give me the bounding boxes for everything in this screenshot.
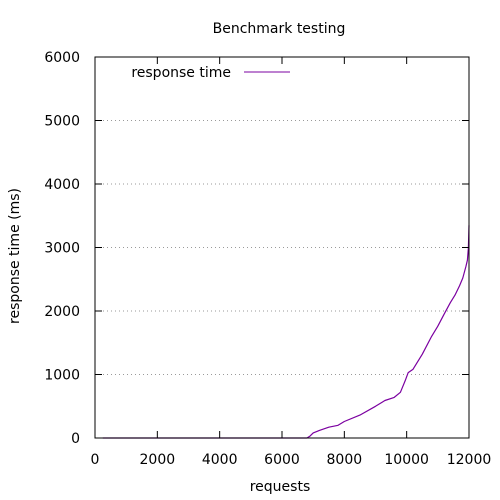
x-tick-label: 8000 bbox=[327, 452, 363, 468]
x-tick-label: 10000 bbox=[384, 452, 429, 468]
x-tick-label: 6000 bbox=[264, 452, 300, 468]
y-tick-label: 2000 bbox=[44, 304, 80, 320]
y-axis-title: response time (ms) bbox=[7, 188, 23, 324]
x-tick-label: 2000 bbox=[140, 452, 176, 468]
series-line-response-time bbox=[102, 225, 470, 439]
x-axis-title: requests bbox=[250, 479, 311, 495]
x-tick-label: 4000 bbox=[202, 452, 238, 468]
y-tick-label: 3000 bbox=[44, 241, 80, 257]
grid-lines bbox=[95, 120, 469, 375]
legend-label: response time bbox=[131, 65, 231, 81]
y-tick-label: 0 bbox=[71, 431, 80, 447]
y-tick-label: 5000 bbox=[44, 114, 80, 130]
y-tick-label: 1000 bbox=[44, 368, 80, 384]
x-tick-label: 12000 bbox=[447, 452, 492, 468]
y-tick-label: 6000 bbox=[44, 50, 80, 66]
legend: response time bbox=[131, 65, 290, 81]
y-tick-label: 4000 bbox=[44, 177, 80, 193]
x-tick-label: 0 bbox=[91, 452, 100, 468]
axis-ticks: 0 1000 2000 3000 4000 5000 6000 0 2000 4000 6000 80… bbox=[44, 50, 491, 468]
series-layer bbox=[102, 225, 470, 439]
chart-title: Benchmark testing bbox=[213, 21, 346, 37]
